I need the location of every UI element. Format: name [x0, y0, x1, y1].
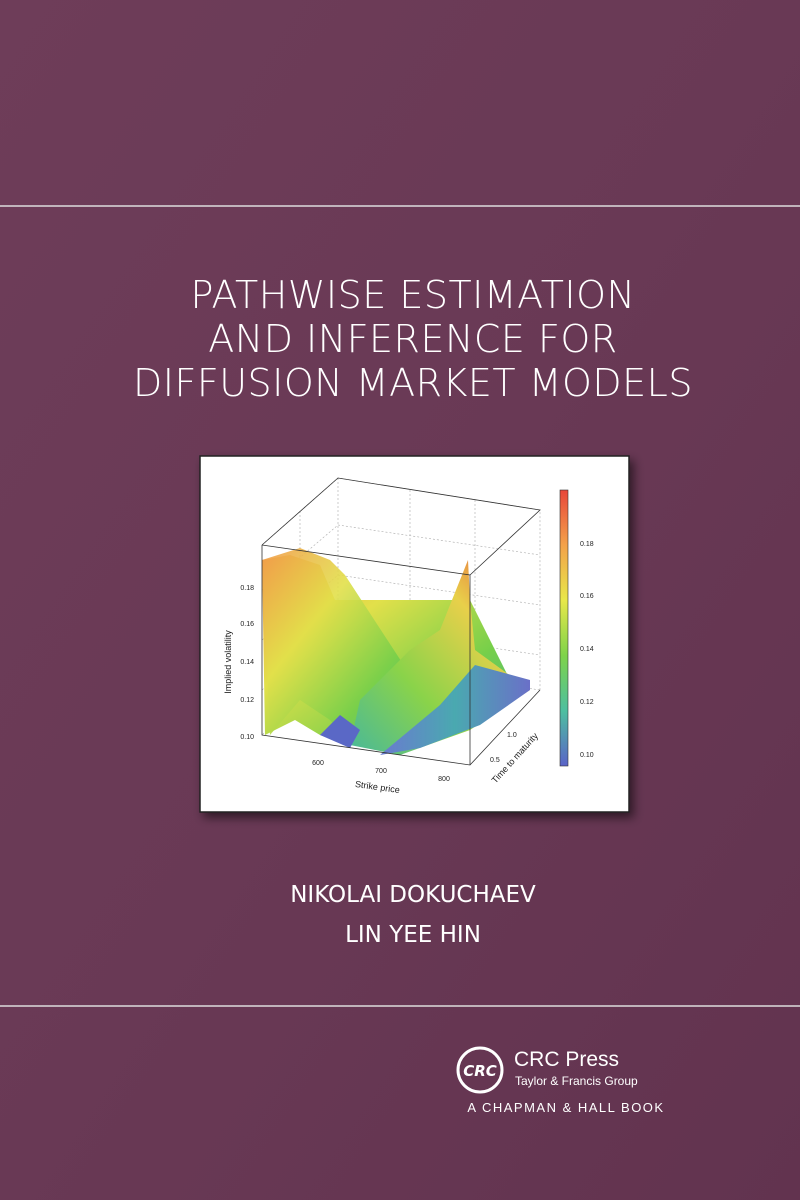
title-line: DIFFUSION MARKET MODELS	[133, 361, 693, 405]
colorbar-label: 0.16	[580, 593, 594, 600]
z-tick-label: 0.12	[240, 697, 254, 704]
z-axis-label: Implied volatility	[223, 630, 233, 694]
title-line: AND INFERENCE FOR	[208, 317, 617, 361]
colorbar-label: 0.12	[580, 699, 594, 706]
z-tick-label: 0.14	[240, 659, 254, 666]
x-tick-label: 600	[312, 760, 324, 767]
imprint: A CHAPMAN & HALL BOOK	[467, 1100, 664, 1115]
y-tick-label: 1.0	[507, 732, 517, 739]
publisher-group: Taylor & Francis Group	[515, 1074, 638, 1088]
colorbar	[559, 489, 569, 767]
z-tick-label: 0.10	[240, 734, 254, 741]
colorbar-label: 0.18	[580, 541, 594, 548]
grid-lines	[261, 490, 541, 700]
publisher: CRC CRC Press Taylor & Francis Group A C…	[456, 1046, 664, 1115]
publisher-name: CRC Press	[514, 1048, 619, 1071]
logo-ring	[456, 1046, 504, 1094]
author: NIKOLAI DOKUCHAEV	[290, 882, 536, 908]
colorbar-label: 0.14	[580, 646, 594, 653]
colorbar-label: 0.10	[580, 752, 594, 759]
author: LIN YEE HIN	[345, 922, 481, 948]
box-edges	[261, 477, 541, 766]
y-tick-label: 0.5	[490, 757, 500, 764]
surface	[320, 715, 360, 748]
title-line: PATHWISE ESTIMATION	[191, 273, 636, 317]
logo: CRC	[463, 1062, 497, 1080]
z-tick-label: 0.18	[240, 585, 254, 592]
x-tick-label: 700	[375, 768, 387, 775]
x-tick-label: 800	[438, 776, 450, 783]
figure: 0.18 0.16 0.14 0.12 0.10 Implied volatil…	[199, 455, 630, 813]
surface	[380, 665, 530, 755]
z-tick-label: 0.16	[240, 621, 254, 628]
